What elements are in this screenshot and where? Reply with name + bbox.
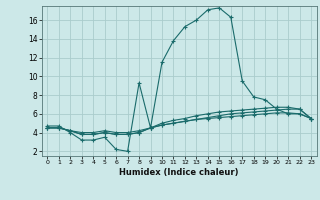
- X-axis label: Humidex (Indice chaleur): Humidex (Indice chaleur): [119, 168, 239, 177]
